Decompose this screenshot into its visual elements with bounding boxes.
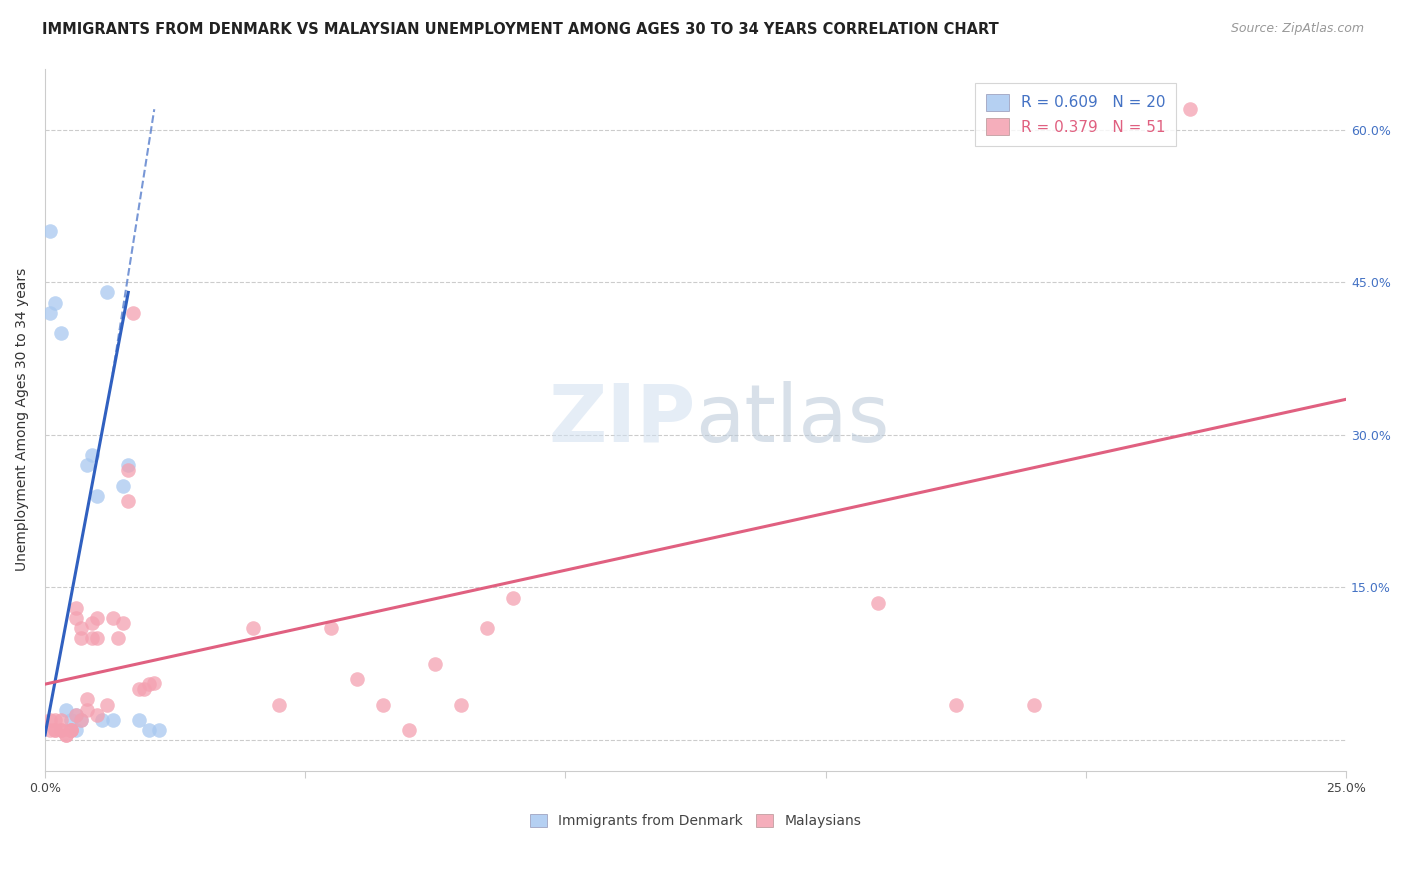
Point (76, 458, 98, 473)
Point (44, 295, 66, 310)
Point (39, 723, 62, 737)
Point (117, 494, 139, 508)
Point (49, 723, 72, 737)
Point (107, 632, 129, 646)
Point (86, 707, 108, 722)
Point (76, 703, 98, 717)
Legend: Immigrants from Denmark, Malaysians: Immigrants from Denmark, Malaysians (524, 809, 866, 834)
Point (96, 285, 118, 300)
Point (70, 621, 93, 635)
Text: Source: ZipAtlas.com: Source: ZipAtlas.com (1230, 22, 1364, 36)
Point (112, 479, 135, 493)
Point (502, 591, 524, 605)
Point (80, 448, 103, 462)
Point (346, 672, 368, 686)
Point (65, 707, 87, 722)
Text: IMMIGRANTS FROM DENMARK VS MALAYSIAN UNEMPLOYMENT AMONG AGES 30 TO 34 YEARS CORR: IMMIGRANTS FROM DENMARK VS MALAYSIAN UNE… (42, 22, 998, 37)
Point (55, 703, 77, 717)
Point (86, 632, 108, 646)
Point (59, 723, 82, 737)
Y-axis label: Unemployment Among Ages 30 to 34 years: Unemployment Among Ages 30 to 34 years (15, 268, 30, 571)
Point (65, 611, 87, 625)
Point (138, 723, 160, 737)
Point (128, 682, 150, 697)
Point (49, 723, 72, 737)
Point (143, 676, 166, 690)
Point (269, 698, 291, 712)
Point (1022, 698, 1045, 712)
Point (117, 458, 139, 473)
Point (70, 632, 93, 646)
Point (65, 723, 87, 737)
Point (80, 632, 103, 646)
Point (122, 306, 145, 320)
Point (117, 463, 139, 477)
Point (373, 698, 395, 712)
Point (55, 728, 77, 742)
Point (477, 621, 499, 635)
Point (242, 621, 264, 635)
Point (59, 713, 82, 727)
Point (86, 611, 108, 625)
Point (148, 723, 170, 737)
Point (101, 611, 124, 625)
Point (59, 723, 82, 737)
Point (321, 621, 343, 635)
Point (39, 306, 62, 320)
Point (866, 596, 889, 610)
Point (1178, 102, 1201, 116)
Point (101, 713, 124, 727)
Text: ZIP: ZIP (548, 381, 696, 458)
Point (80, 616, 103, 631)
Point (132, 682, 155, 697)
Point (112, 616, 135, 631)
Point (96, 698, 118, 712)
Point (39, 713, 62, 727)
Text: atlas: atlas (696, 381, 890, 458)
Point (39, 224, 62, 238)
Point (49, 713, 72, 727)
Point (70, 713, 93, 727)
Point (398, 723, 420, 737)
Point (70, 713, 93, 727)
Point (450, 698, 472, 712)
Point (138, 677, 160, 691)
Point (59, 723, 82, 737)
Point (91, 713, 114, 727)
Point (128, 713, 150, 727)
Point (44, 723, 66, 737)
Point (49, 326, 72, 340)
Point (76, 692, 98, 706)
Point (425, 657, 447, 671)
Point (44, 723, 66, 737)
Point (65, 707, 87, 722)
Point (86, 489, 108, 503)
Point (65, 600, 87, 615)
Point (55, 728, 77, 742)
Point (44, 713, 66, 727)
Point (945, 698, 967, 712)
